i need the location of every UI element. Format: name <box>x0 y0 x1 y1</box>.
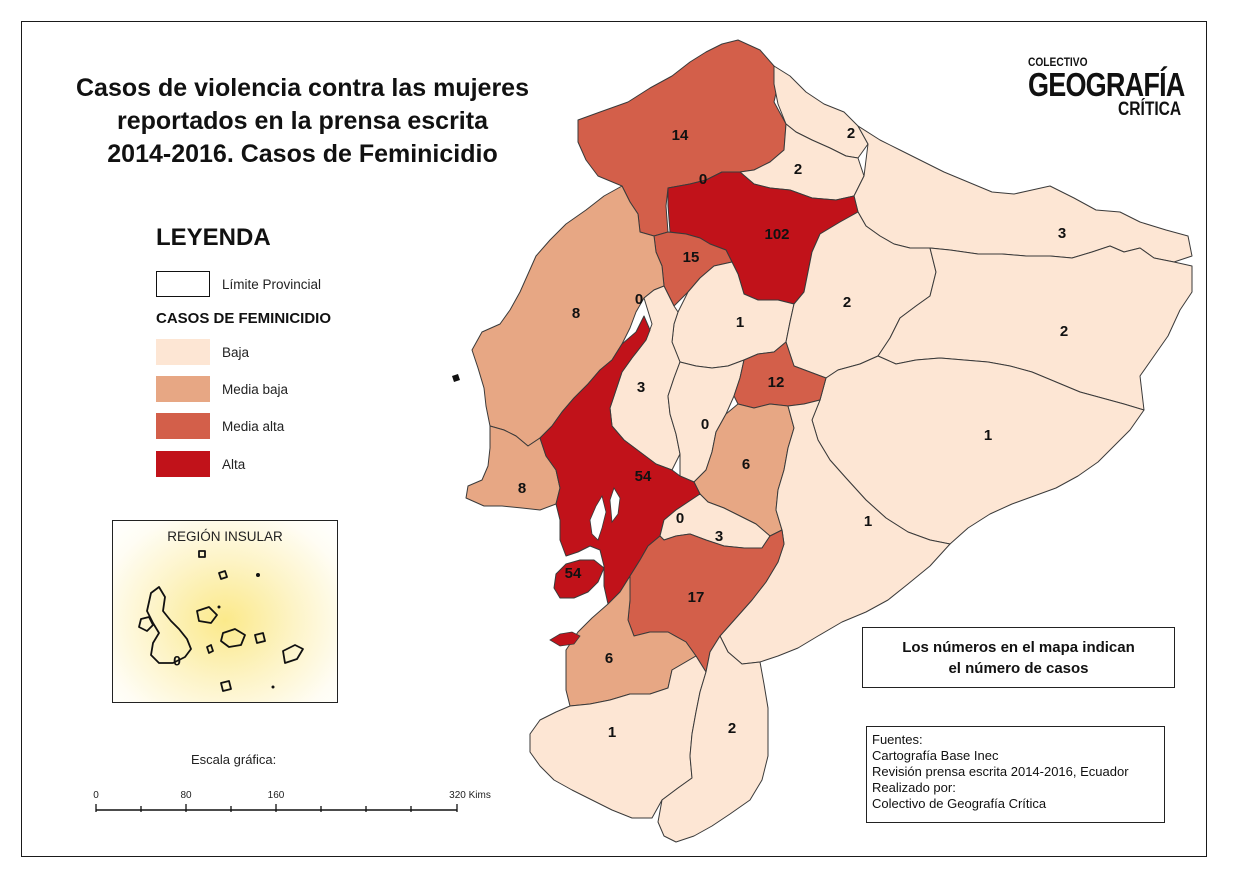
province-value-morona-santiago: 1 <box>864 513 872 530</box>
province-value-zamora-chinchipe: 2 <box>728 720 736 737</box>
map-note: Los números en el mapa indican el número… <box>862 627 1175 688</box>
logo-line-2: GEOGRAFÍA <box>1028 66 1185 103</box>
coastal-islet <box>452 374 460 382</box>
province-value-imbabura: 2 <box>794 161 802 178</box>
province-value-canar-south: 3 <box>715 528 723 545</box>
legend-boundary-label: Límite Provincial <box>222 277 322 292</box>
province-value-napo: 2 <box>843 294 851 311</box>
santiago-island <box>196 606 218 624</box>
province-zamora-chinchipe[interactable] <box>657 635 769 843</box>
legend-title: LEYENDA <box>156 224 271 251</box>
sources-line: Fuentes: <box>872 732 923 747</box>
province-value-carchi: 2 <box>847 125 855 142</box>
province-value-sucumbios: 3 <box>1058 225 1066 242</box>
scale-tick-320: 320 Kims <box>449 790 491 801</box>
sources-line: Cartografía Base Inec <box>872 748 999 763</box>
insular-region-inset: REGIÓN INSULAR 0 <box>112 520 338 703</box>
insular-title: REGIÓN INSULAR <box>167 529 283 544</box>
islet <box>217 605 221 609</box>
marchena-island <box>218 570 228 580</box>
province-value-manabi: 8 <box>572 305 580 322</box>
logo-line-1: COLECTIVO <box>1028 55 1088 69</box>
sources-line: Realizado por: <box>872 780 956 795</box>
province-value-orellana: 2 <box>1060 323 1068 340</box>
province-value-santo-domingo-edge: 0 <box>635 291 643 308</box>
scale-tick-80: 80 <box>180 790 192 801</box>
genovesa-island <box>256 573 260 577</box>
province-value-guayas-island: 54 <box>565 565 582 582</box>
insular-value-label: 0 <box>173 653 181 669</box>
note-line-1: Los números en el mapa indican <box>902 639 1135 656</box>
legend-label-alta: Alta <box>222 457 246 472</box>
estuary-island <box>589 494 607 541</box>
isabela-island <box>146 586 192 664</box>
sources-box: Fuentes: Cartografía Base Inec Revisión … <box>866 726 1165 823</box>
estuary-island <box>609 487 621 524</box>
legend-categories-title: CASOS DE FEMINICIDIO <box>156 310 332 327</box>
map-title: Casos de violencia contra las mujeres re… <box>30 72 575 171</box>
scale-bar: 0 80 160 320 Kims <box>93 790 491 812</box>
scale-title: Escala gráfica: <box>191 752 277 767</box>
province-value-bolivar: 0 <box>701 416 709 433</box>
scale-ticks <box>95 804 458 812</box>
province-sucumbios[interactable] <box>853 125 1193 263</box>
sources-line: Revisión prensa escrita 2014-2016, Ecuad… <box>872 764 1129 779</box>
galapagos-map: 0 <box>138 550 304 692</box>
title-line-3: 2014-2016. Casos de Feminicidio <box>107 140 498 168</box>
province-santa-elena[interactable] <box>465 425 561 511</box>
province-value-azuay: 17 <box>688 589 705 606</box>
legend-boundary-swatch <box>156 271 210 297</box>
logo-line-3: CRÍTICA <box>1118 99 1182 120</box>
santa-cruz-island <box>220 628 246 648</box>
sources-line: Colectivo de Geografía Crítica <box>872 796 1047 811</box>
province-value-chimborazo: 6 <box>742 456 750 473</box>
floreana-island <box>220 680 232 692</box>
legend-swatch-media-alta <box>156 413 210 439</box>
pinzon-island <box>206 644 214 654</box>
province-value-pastaza: 1 <box>984 427 992 444</box>
province-value-el-oro: 6 <box>605 650 613 667</box>
note-line-2: el número de casos <box>948 660 1089 677</box>
pinta-island <box>198 550 206 558</box>
province-value-santa-elena: 8 <box>518 480 526 497</box>
santa-fe-island <box>254 632 266 644</box>
legend-label-media-alta: Media alta <box>222 419 285 434</box>
province-value-imbabura-small: 0 <box>699 171 707 188</box>
province-value-canar: 0 <box>676 510 684 527</box>
province-value-tungurahua: 12 <box>768 374 785 391</box>
legend-swatch-media-baja <box>156 376 210 402</box>
province-value-cotopaxi: 1 <box>736 314 744 331</box>
map-frame <box>21 21 1207 857</box>
province-morona-santiago[interactable] <box>719 399 951 665</box>
scale-tick-0: 0 <box>93 790 99 801</box>
province-value-loja: 1 <box>608 724 616 741</box>
province-guayas-island[interactable] <box>553 559 605 599</box>
legend-swatch-alta <box>156 451 210 477</box>
legend-label-baja: Baja <box>222 345 250 360</box>
title-line-2: reportados en la prensa escrita <box>117 107 488 135</box>
title-line-1: Casos de violencia contra las mujeres <box>76 74 529 102</box>
province-value-esmeraldas: 14 <box>672 127 689 144</box>
fernandina-island <box>138 616 154 632</box>
legend-swatch-baja <box>156 339 210 365</box>
province-value-santo-domingo: 15 <box>683 249 700 266</box>
colectivo-logo: COLECTIVO GEOGRAFÍA CRÍTICA <box>1028 55 1188 120</box>
province-value-pichincha: 102 <box>764 226 789 243</box>
san-cristobal-island <box>282 644 304 664</box>
coastal-islet <box>549 631 581 647</box>
legend-label-media-baja: Media baja <box>222 382 289 397</box>
islet <box>271 685 275 689</box>
province-value-los-rios: 3 <box>637 379 645 396</box>
scale-tick-160: 160 <box>268 790 285 801</box>
province-value-guayas: 54 <box>635 468 652 485</box>
province-guayas[interactable] <box>539 315 701 605</box>
